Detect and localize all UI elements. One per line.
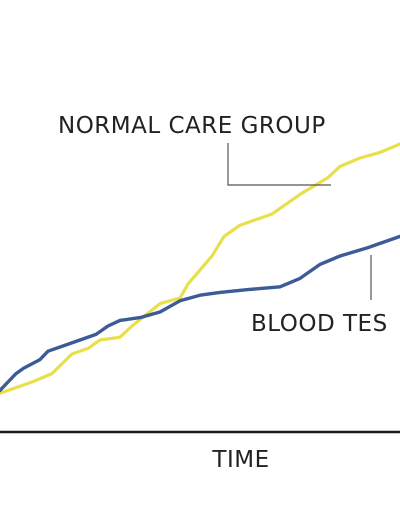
x-axis-label: TIME — [211, 447, 269, 473]
annotation-blood-test: BLOOD TES — [251, 311, 388, 337]
series-line-blood-test — [0, 234, 400, 393]
series-line-normal-care-group — [0, 142, 400, 395]
annotation-normal-care-group: NORMAL CARE GROUP — [58, 113, 326, 139]
annotation-leader-normal-care — [227, 143, 331, 186]
